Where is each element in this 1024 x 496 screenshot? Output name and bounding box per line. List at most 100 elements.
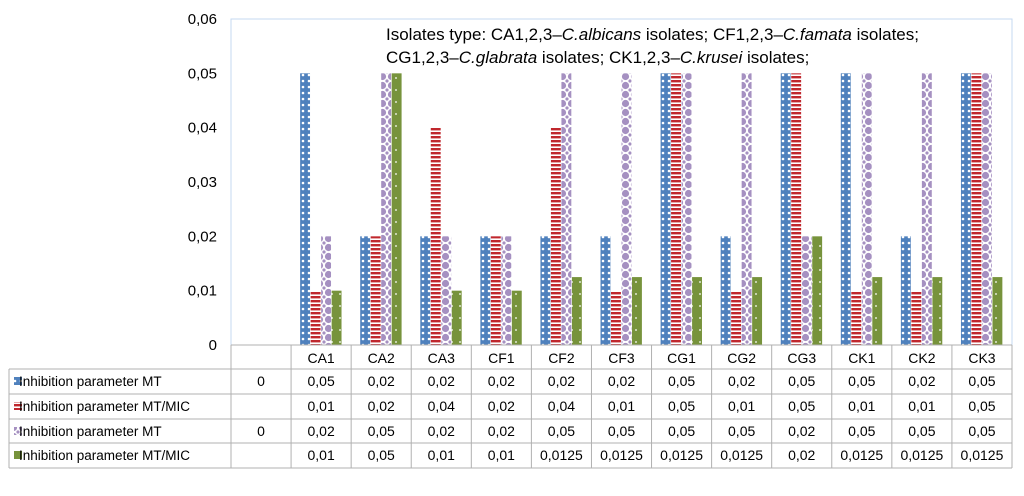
data-label: 0,05 [608, 423, 635, 439]
data-label: 0,02 [788, 423, 815, 439]
data-label: 0,05 [368, 447, 395, 463]
bar-CA3-series-1 [420, 236, 431, 345]
y-tick-label: 0,02 [188, 228, 217, 245]
data-label: 0,05 [668, 423, 695, 439]
series-name-label: Inhibition parameter MT [19, 374, 162, 389]
y-tick-label: 0,03 [188, 174, 217, 191]
bar-CG1-series-1 [660, 73, 671, 345]
bar-CA1-series-2 [310, 290, 321, 345]
species-name: C.glabrata [459, 48, 537, 67]
bar-CG1-series-3 [681, 73, 692, 345]
x-tick-label: CF1 [488, 350, 515, 366]
data-label: 0,0125 [540, 447, 583, 463]
y-tick-label: 0,06 [188, 11, 217, 28]
data-label: 0,01 [848, 398, 875, 414]
annotation-text: isolates; CK1,2,3– [537, 48, 680, 67]
data-label: 0,05 [908, 423, 935, 439]
bar-CF3-series-1 [600, 236, 611, 345]
data-label: 0,0125 [600, 447, 643, 463]
data-label: 0,01 [608, 398, 635, 414]
data-label: 0,05 [728, 423, 755, 439]
bar-CA3-series-2 [430, 127, 441, 345]
data-label: 0,02 [728, 373, 755, 389]
bar-CG3-series-2 [791, 73, 802, 345]
bar-CF1-series-2 [490, 236, 501, 345]
y-tick-label: 0 [209, 337, 217, 354]
data-label: 0,02 [428, 423, 455, 439]
data-label: 0,0125 [660, 447, 703, 463]
data-label: 0,05 [668, 398, 695, 414]
bar-CA1-series-1 [300, 73, 311, 345]
bar-CA2-series-4 [391, 73, 402, 345]
data-label: 0,02 [548, 373, 575, 389]
bar-CK2-series-3 [921, 73, 932, 345]
bar-CG2-series-3 [741, 73, 752, 345]
data-label: 0,05 [848, 373, 875, 389]
legend-key-series-3 [14, 427, 22, 435]
data-label: 0,05 [368, 423, 395, 439]
data-label: 0,04 [548, 398, 575, 414]
bar-CG1-series-4 [692, 277, 702, 345]
x-tick-label: CG1 [667, 350, 696, 366]
data-label: 0,01 [428, 447, 455, 463]
bar-CA2-series-1 [360, 236, 371, 345]
bar-CF3-series-3 [621, 73, 632, 345]
bar-CK2-series-2 [911, 290, 922, 345]
bar-CA2-series-2 [370, 236, 381, 345]
bar-CK3-series-4 [992, 277, 1003, 345]
bar-CF2-series-2 [550, 127, 561, 345]
bar-CG3-series-4 [812, 236, 823, 345]
data-label: 0,02 [488, 398, 515, 414]
x-tick-label: CA2 [368, 350, 395, 366]
bar-CF3-series-4 [632, 277, 642, 345]
bar-CF2-series-1 [540, 236, 551, 345]
data-label: 0,02 [488, 423, 515, 439]
bar-CF2-series-4 [571, 277, 582, 345]
bar-CK1-series-4 [872, 277, 883, 345]
legend-key-series-1 [14, 377, 22, 385]
annotation-text: Isolates type: CA1,2,3– [386, 25, 562, 44]
x-tick-label: CF2 [548, 350, 575, 366]
annotation-text: isolates; [852, 25, 919, 44]
data-label: 0,05 [968, 398, 995, 414]
legend-key-series-2 [14, 402, 22, 410]
data-label: 0,02 [908, 373, 935, 389]
data-label: 0,02 [307, 423, 334, 439]
legend-key-series-4 [14, 451, 22, 459]
bar-CG3-series-1 [780, 73, 791, 345]
data-label: 0,02 [608, 373, 635, 389]
bar-CF1-series-4 [511, 290, 522, 345]
species-name: C.albicans [562, 25, 642, 44]
bar-CG2-series-2 [731, 290, 742, 345]
species-name: C.krusei [680, 48, 744, 67]
x-tick-label: CA3 [428, 350, 455, 366]
data-label: 0,05 [788, 398, 815, 414]
annotation-text: isolates; CF1,2,3– [641, 25, 783, 44]
data-label: 0,05 [668, 373, 695, 389]
chart-annotation-line-1: Isolates type: CA1,2,3–C.albicans isolat… [386, 25, 919, 44]
y-tick-label: 0,05 [188, 65, 217, 82]
bar-CK2-series-4 [932, 277, 943, 345]
bar-CG2-series-1 [720, 236, 731, 345]
data-label: 0,05 [968, 423, 995, 439]
bar-CA3-series-4 [451, 290, 462, 345]
y-tick-label: 0,01 [188, 283, 217, 300]
bar-CK1-series-3 [861, 73, 872, 345]
data-label: 0,05 [968, 373, 995, 389]
data-label: 0,0125 [840, 447, 883, 463]
bar-CG3-series-3 [801, 236, 812, 345]
x-tick-label: CG2 [727, 350, 756, 366]
bar-CA3-series-3 [441, 236, 452, 345]
data-label: 0,05 [548, 423, 575, 439]
x-tick-label: CF3 [608, 350, 635, 366]
data-label: 0,05 [788, 373, 815, 389]
bar-CK1-series-1 [840, 73, 851, 345]
data-label: 0,0125 [720, 447, 763, 463]
data-label: 0 [257, 423, 265, 439]
bar-CA1-series-4 [331, 290, 342, 345]
bar-CK3-series-2 [971, 73, 982, 345]
bar-CK3-series-1 [960, 73, 971, 345]
data-label: 0 [257, 373, 265, 389]
bar-CK3-series-3 [981, 73, 992, 345]
